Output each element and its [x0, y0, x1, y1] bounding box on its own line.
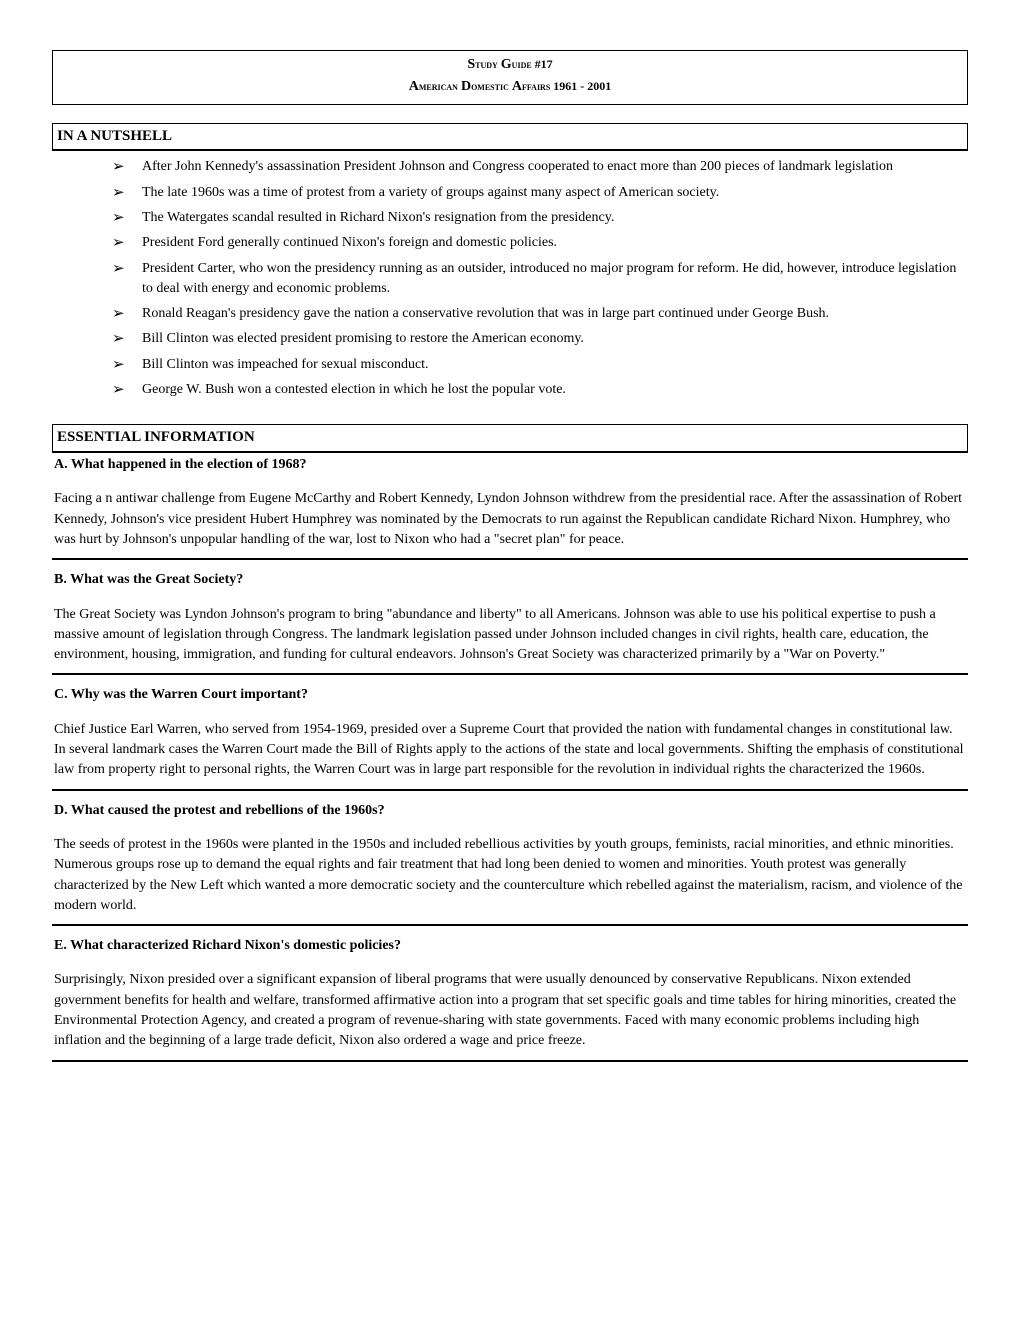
list-item: The Watergates scandal resulted in Richa… [112, 208, 968, 228]
t: merican [419, 79, 461, 93]
answer: Facing a n antiwar challenge from Eugene… [54, 489, 966, 550]
t: uide #17 [512, 57, 553, 71]
qa-block: B. What was the Great Society? The Great… [52, 570, 968, 675]
nutshell-list: After John Kennedy's assassination Presi… [112, 157, 968, 400]
t: A [512, 79, 522, 94]
header-line2: American Domestic Affairs 1961 - 2001 [53, 77, 967, 97]
t: S [467, 57, 475, 72]
answer: Chief Justice Earl Warren, who served fr… [54, 720, 966, 781]
qa-wrap: A. What happened in the election of 1968… [52, 451, 968, 1062]
answer: Surprisingly, Nixon presided over a sign… [54, 970, 966, 1051]
essential-title: ESSENTIAL INFORMATION [52, 424, 968, 451]
question: A. What happened in the election of 1968… [54, 455, 966, 475]
list-item: Ronald Reagan's presidency gave the nati… [112, 304, 968, 324]
question: B. What was the Great Society? [54, 570, 966, 590]
list-item: Bill Clinton was elected president promi… [112, 329, 968, 349]
t: G [501, 57, 512, 72]
t: ffairs 1961 - 2001 [522, 79, 611, 93]
question: E. What characterized Richard Nixon's do… [54, 936, 966, 956]
answer: The seeds of protest in the 1960s were p… [54, 835, 966, 916]
header-line1: Study Guide #17 [53, 55, 967, 75]
qa-block: D. What caused the protest and rebellion… [52, 801, 968, 926]
t: D [461, 79, 471, 94]
list-item: The late 1960s was a time of protest fro… [112, 183, 968, 203]
answer: The Great Society was Lyndon Johnson's p… [54, 605, 966, 666]
nutshell-title: IN A NUTSHELL [52, 123, 968, 152]
qa-block: A. What happened in the election of 1968… [52, 455, 968, 560]
qa-block: C. Why was the Warren Court important? C… [52, 685, 968, 790]
list-item: Bill Clinton was impeached for sexual mi… [112, 355, 968, 375]
list-item: After John Kennedy's assassination Presi… [112, 157, 968, 177]
list-item: George W. Bush won a contested election … [112, 380, 968, 400]
qa-block: E. What characterized Richard Nixon's do… [52, 936, 968, 1061]
question: C. Why was the Warren Court important? [54, 685, 966, 705]
t: omestic [471, 79, 512, 93]
t: tudy [475, 57, 501, 71]
list-item: President Carter, who won the presidency… [112, 259, 968, 300]
header-box: Study Guide #17 American Domestic Affair… [52, 50, 968, 105]
list-item: President Ford generally continued Nixon… [112, 233, 968, 253]
t: A [409, 79, 419, 94]
question: D. What caused the protest and rebellion… [54, 801, 966, 821]
